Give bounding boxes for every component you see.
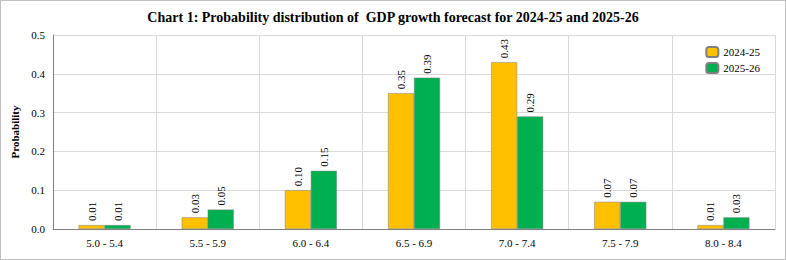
svg-text:6.0 - 6.4: 6.0 - 6.4 <box>293 237 330 249</box>
svg-text:0.01: 0.01 <box>704 202 716 221</box>
svg-text:0.39: 0.39 <box>421 54 433 74</box>
svg-text:6.5 - 6.9: 6.5 - 6.9 <box>396 237 433 249</box>
svg-text:5.5 - 5.9: 5.5 - 5.9 <box>189 237 226 249</box>
svg-text:8.0 - 8.4: 8.0 - 8.4 <box>705 237 742 249</box>
svg-text:0.29: 0.29 <box>524 93 536 113</box>
svg-text:0.10: 0.10 <box>292 166 304 186</box>
svg-text:7.0 - 7.4: 7.0 - 7.4 <box>499 237 536 249</box>
svg-text:0.07: 0.07 <box>627 178 639 198</box>
svg-text:0.35: 0.35 <box>395 69 407 89</box>
svg-text:0.03: 0.03 <box>730 194 742 214</box>
svg-text:0.07: 0.07 <box>601 178 613 198</box>
svg-text:7.5 - 7.9: 7.5 - 7.9 <box>602 237 639 249</box>
svg-text:0.01: 0.01 <box>112 202 124 221</box>
svg-text:0.43: 0.43 <box>498 38 510 58</box>
svg-text:0.2: 0.2 <box>31 145 45 157</box>
svg-text:5.0 - 5.4: 5.0 - 5.4 <box>86 237 123 249</box>
svg-text:0.5: 0.5 <box>31 29 45 41</box>
svg-text:0.1: 0.1 <box>31 184 45 196</box>
svg-text:0.15: 0.15 <box>318 147 330 167</box>
svg-text:0.4: 0.4 <box>31 68 45 80</box>
svg-text:2025-26: 2025-26 <box>723 62 760 74</box>
svg-text:0.0: 0.0 <box>31 223 45 235</box>
svg-text:Chart 1: Probability distribut: Chart 1: Probability distribution of GDP… <box>147 10 638 25</box>
svg-text:0.05: 0.05 <box>215 186 227 206</box>
svg-text:0.03: 0.03 <box>189 194 201 214</box>
svg-text:2024-25: 2024-25 <box>723 46 760 58</box>
svg-text:0.01: 0.01 <box>86 202 98 221</box>
svg-text:0.3: 0.3 <box>31 107 45 119</box>
svg-text:Probability: Probability <box>9 105 21 158</box>
